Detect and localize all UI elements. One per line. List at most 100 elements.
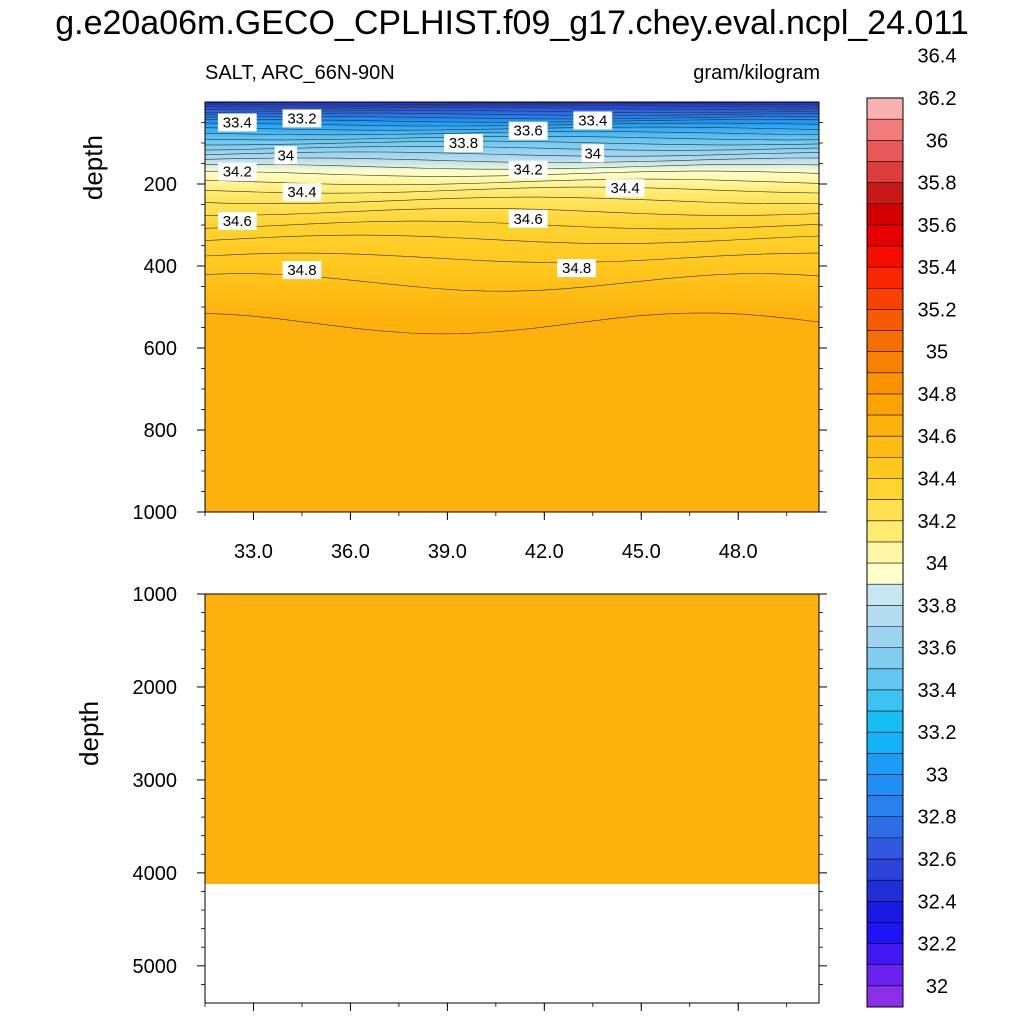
x-tick-label: 48.0 — [719, 541, 758, 563]
colorbar-swatch — [867, 668, 903, 691]
colorbar-swatch — [867, 245, 903, 268]
colorbar-swatch — [867, 203, 903, 226]
y-tick-label: 800 — [144, 420, 177, 442]
colorbar-label: 34.8 — [918, 384, 957, 406]
colorbar-swatch — [867, 288, 903, 310]
figure-title: g.e20a06m.GECO_CPLHIST.f09_g17.chey.eval… — [55, 4, 969, 42]
colorbar-swatch — [867, 753, 903, 775]
contour-label-box — [581, 144, 604, 163]
upper-y-axis-label: depth — [78, 135, 108, 200]
contour-label-box — [605, 179, 645, 198]
colorbar-swatch — [867, 393, 903, 416]
colorbar-swatch — [867, 732, 903, 754]
colorbar-swatch — [867, 182, 903, 204]
colorbar-swatch — [867, 901, 903, 923]
y-tick-label: 200 — [144, 174, 177, 196]
colorbar-swatch — [867, 922, 903, 944]
colorbar-swatch — [867, 795, 903, 818]
lower-panel: 1000 2000 3000 4000 5000 depth — [74, 584, 827, 1011]
contour-label: 33.4 — [578, 112, 607, 129]
contour-line — [205, 208, 820, 216]
contour-label: 33.6 — [514, 123, 543, 140]
colorbar-label: 32.6 — [918, 849, 957, 871]
contour-label-box — [274, 146, 297, 165]
contour-label: 33.8 — [449, 135, 478, 152]
colorbar-swatch — [867, 584, 903, 606]
colorbar-swatch — [867, 605, 903, 627]
colorbar-swatch — [867, 499, 903, 522]
contour-line — [204, 234, 820, 244]
contour-label: 34.4 — [611, 180, 640, 197]
colorbar-swatch — [867, 964, 903, 987]
colorbar-swatch — [867, 541, 903, 564]
colorbar-label: 32.4 — [918, 891, 957, 913]
colorbar-swatch — [867, 647, 903, 670]
colorbar-swatch — [867, 837, 903, 860]
y-tick-label: 5000 — [133, 956, 178, 978]
y-tick-label: 1000 — [133, 584, 178, 606]
contour-line — [204, 151, 820, 157]
contour-label-box — [557, 259, 597, 278]
colorbar-label: 33.4 — [918, 680, 957, 702]
contour-label: 34.6 — [223, 213, 252, 230]
contour-label: 34.4 — [287, 184, 316, 201]
x-tick-label: 45.0 — [622, 541, 661, 563]
colorbar-label: 35.2 — [918, 299, 957, 321]
colorbar-swatch — [867, 711, 903, 733]
contour-line — [204, 146, 820, 151]
colorbar-swatch — [867, 816, 903, 839]
colorbar-label: 32 — [926, 976, 948, 998]
colorbar-frame — [866, 97, 904, 1008]
y-tick-label: 2000 — [133, 677, 178, 699]
colorbar-label: 35.4 — [918, 257, 957, 279]
contour-line — [205, 140, 820, 146]
colorbar-swatch — [867, 478, 903, 500]
colorbar-swatch — [867, 140, 903, 162]
lower-salinity-field — [205, 594, 819, 885]
colorbar-label: 32.8 — [918, 807, 957, 829]
contour-label: 34.8 — [287, 262, 316, 279]
colorbar-label: 34.2 — [918, 511, 957, 533]
contour-label-box — [217, 113, 257, 132]
colorbar-swatch — [867, 309, 903, 331]
y-tick-label: 600 — [144, 338, 177, 360]
colorbar-label: 35.8 — [918, 173, 957, 195]
contour-label-box — [282, 261, 322, 280]
contour-label: 34.8 — [562, 260, 591, 277]
contour-label-box — [508, 209, 548, 228]
colorbar-swatch — [867, 689, 903, 712]
colorbar-label: 36.4 — [918, 46, 957, 68]
colorbar-label: 36 — [926, 130, 948, 152]
x-tick-label: 39.0 — [428, 541, 467, 563]
contour-line — [204, 102, 820, 106]
colorbar-swatch — [867, 859, 903, 881]
contour-label: 34.2 — [223, 164, 252, 181]
contour-label: 34.6 — [514, 211, 543, 228]
colorbar-label: 33 — [926, 764, 948, 786]
contour-line — [205, 107, 820, 110]
colorbar-label: 35 — [926, 342, 948, 364]
colorbar-label: 32.2 — [918, 934, 957, 956]
colorbar-swatch — [867, 880, 903, 902]
colorbar-label: 33.6 — [918, 638, 957, 660]
colorbar-swatch — [867, 119, 903, 141]
colorbar-swatch — [867, 330, 903, 352]
contour-label-box — [573, 111, 613, 130]
colorbar-swatch — [867, 98, 903, 120]
colorbar-label: 33.8 — [918, 595, 957, 617]
colorbar-swatch — [867, 415, 903, 437]
contour-label: 34 — [584, 145, 601, 162]
colorbar-swatch — [867, 457, 903, 479]
lower-y-axis-label: depth — [74, 701, 104, 766]
colorbar-swatch — [867, 224, 903, 247]
colorbar-swatch — [867, 626, 903, 648]
variable-subtitle: SALT, ARC_66N-90N — [205, 62, 395, 84]
colorbar-label: 34.6 — [918, 426, 957, 448]
colorbar-swatch — [867, 943, 903, 966]
colorbar-label: 34 — [926, 553, 948, 575]
x-tick-label: 42.0 — [525, 541, 564, 563]
colorbar-label: 36.2 — [918, 88, 957, 110]
upper-panel: 33.4 33.2 33.8 33.6 33.4 34 34 34.2 34.2 34.4 34.4… — [78, 101, 827, 563]
colorbar-swatch — [867, 372, 903, 395]
